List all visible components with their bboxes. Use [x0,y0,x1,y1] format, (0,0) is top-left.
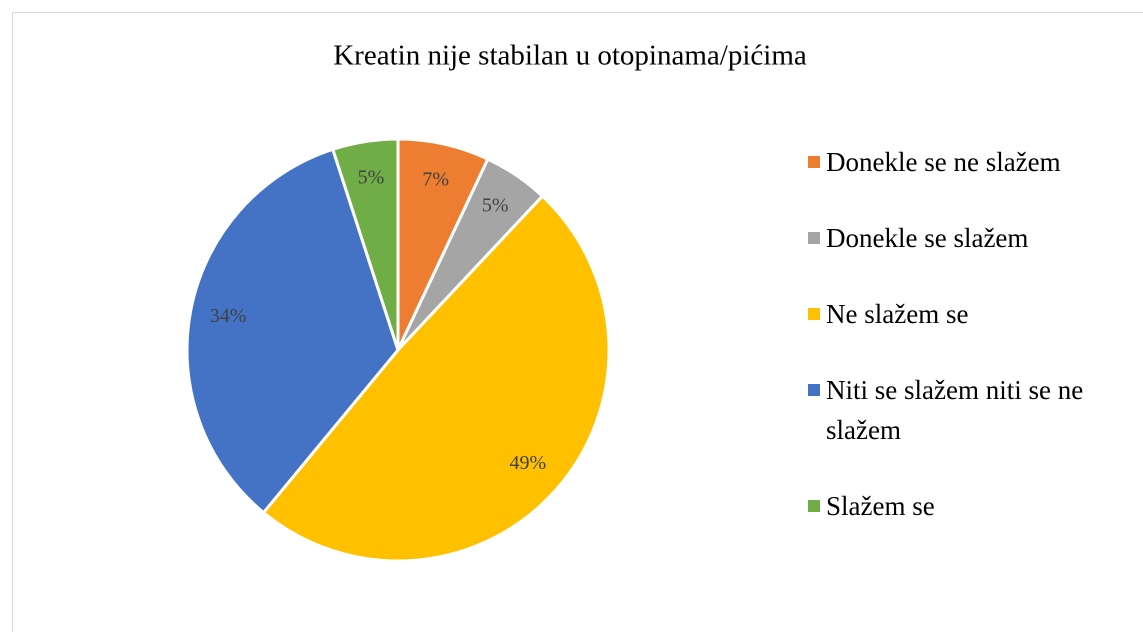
legend-item: Donekle se ne slažem [808,142,1128,182]
legend-swatch [808,384,820,396]
data-label: 5% [358,167,385,189]
data-label: 7% [422,169,449,191]
chart: Kreatin nije stabilan u otopinama/pićima… [185,40,807,563]
legend: Donekle se ne slažem Donekle se slažem Ne … [808,142,1128,562]
legend-item: Niti se slažem niti se ne slažem [808,370,1128,450]
pie-slice [261,194,611,563]
data-label: 5% [482,194,509,216]
legend-item: Donekle se slažem [808,218,1128,258]
legend-item: Slažem se [808,486,1128,526]
legend-label: Donekle se slažem [826,223,1029,253]
page: Kreatin nije stabilan u otopinama/pićima… [12,12,1143,632]
legend-item: Ne slažem se [808,294,1128,334]
legend-label: Donekle se ne slažem [826,147,1061,177]
pie-slice [330,137,400,351]
legend-swatch [808,156,820,168]
legend-label: Niti se slažem niti se ne slažem [826,375,1084,445]
data-label: 34% [210,305,247,327]
legend-swatch [808,308,820,320]
legend-label: Ne slažem se [826,299,969,329]
pie-slice [185,147,400,515]
data-label: 49% [509,452,546,474]
chart-frame [12,12,1143,632]
legend-swatch [808,500,820,512]
legend-swatch [808,232,820,244]
chart-title: Kreatin nije stabilan u otopinama/pićima [333,40,807,72]
legend-label: Slažem se [826,491,935,521]
